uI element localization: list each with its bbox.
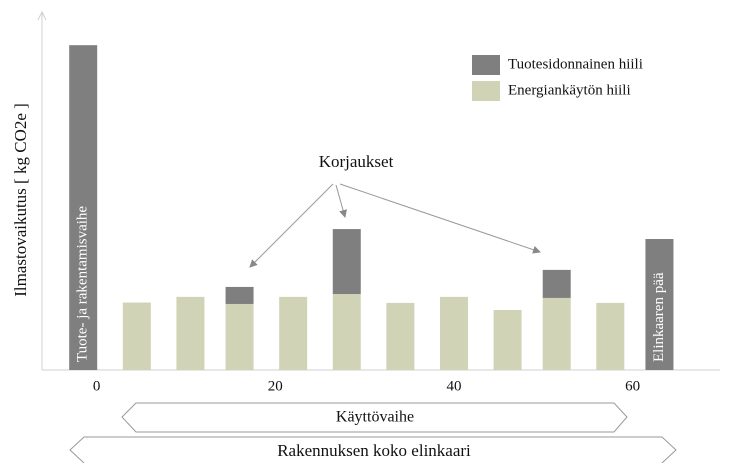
bar-segment <box>386 302 415 370</box>
y-axis-label: Ilmastovaikutus [ kg CO2e ] <box>11 103 30 297</box>
bar-segment <box>69 45 98 371</box>
lifecycle-bracket <box>69 436 677 463</box>
y-axis-arrow <box>37 10 47 21</box>
bar-segment <box>542 269 571 298</box>
bar-label: Elinkaaren pää <box>651 272 667 362</box>
bar-segment <box>493 310 522 370</box>
bar-label: Tuote- ja rakentamisvaihe <box>75 206 91 362</box>
bar-segment <box>225 286 254 304</box>
annotation-arrows <box>249 183 541 268</box>
bar-segment <box>542 297 571 370</box>
bar-segment <box>645 239 674 370</box>
annotation: Korjaukset <box>319 152 394 171</box>
bar-segment <box>279 296 308 370</box>
legend-label: Tuotesidonnainen hiili <box>508 56 643 72</box>
bar-segment <box>332 294 361 370</box>
bar-segment <box>439 296 468 370</box>
bar-segment <box>332 229 361 295</box>
legend-swatch <box>472 81 500 101</box>
bar-segment <box>596 302 625 370</box>
x-tick-label: 0 <box>93 378 101 394</box>
x-tick-label: 60 <box>625 378 640 394</box>
legend-label: Energiankäytön hiili <box>508 82 631 98</box>
bar-segment <box>176 296 205 370</box>
bar-segment <box>122 302 151 370</box>
bar-segment <box>225 303 254 370</box>
phase-label: Käyttövaihe <box>336 409 414 426</box>
phase-label: Rakennuksen koko elinkaari <box>277 441 471 460</box>
phase-bracket <box>121 402 628 433</box>
legend-swatch <box>472 55 500 75</box>
x-tick-label: 40 <box>446 378 461 394</box>
x-tick-label: 20 <box>268 378 283 394</box>
